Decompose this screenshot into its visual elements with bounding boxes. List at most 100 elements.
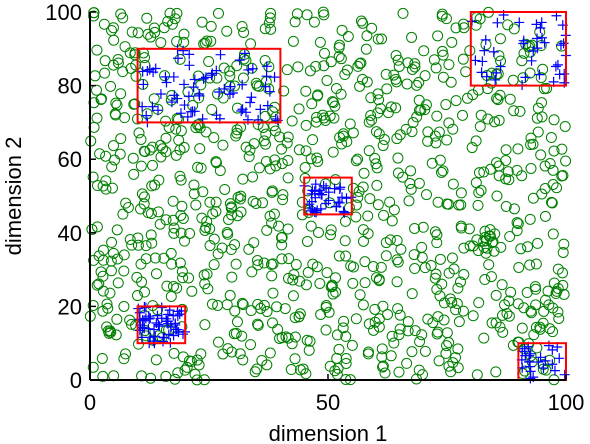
data-point (91, 221, 103, 233)
data-point (212, 299, 224, 311)
data-point (224, 289, 236, 301)
data-point (237, 79, 248, 90)
data-point (139, 146, 151, 158)
data-point (204, 223, 216, 235)
data-point (382, 107, 394, 119)
data-point (276, 158, 288, 170)
data-point (238, 53, 250, 65)
data-point (285, 364, 297, 376)
data-point (453, 316, 465, 328)
data-point (508, 105, 520, 117)
data-point (175, 108, 186, 119)
data-point (324, 110, 336, 122)
data-point (137, 101, 148, 112)
data-point (537, 317, 549, 329)
data-point (88, 10, 100, 22)
data-point (530, 299, 542, 311)
data-point (366, 22, 378, 34)
data-point (122, 202, 134, 214)
data-point (312, 155, 324, 167)
data-point (315, 308, 327, 320)
data-point (86, 223, 98, 235)
data-point (318, 180, 329, 191)
data-point (558, 238, 570, 250)
data-point (408, 249, 420, 261)
data-point (556, 143, 568, 155)
data-point (419, 262, 431, 274)
data-point (559, 369, 570, 380)
data-point (536, 32, 547, 43)
data-point (401, 357, 413, 369)
data-point (357, 224, 369, 236)
data-point (496, 279, 508, 291)
data-point (171, 7, 183, 19)
data-point (138, 52, 150, 64)
data-point (432, 30, 444, 42)
data-point (392, 303, 404, 315)
data-point (554, 69, 565, 80)
data-point (118, 249, 130, 261)
data-point (161, 77, 172, 88)
data-point (226, 346, 238, 358)
data-point (335, 182, 346, 193)
data-point (200, 72, 211, 83)
data-point (266, 185, 278, 197)
data-point (388, 204, 400, 216)
data-point (150, 331, 161, 342)
data-point (314, 277, 326, 289)
data-point (551, 182, 563, 194)
data-point (302, 266, 314, 278)
data-point (172, 113, 184, 125)
data-point (183, 91, 194, 102)
data-point (488, 46, 499, 57)
data-point (144, 144, 156, 156)
data-point (479, 225, 491, 237)
data-point (557, 267, 569, 279)
data-point (334, 131, 346, 143)
data-point (430, 137, 442, 149)
data-point (109, 154, 121, 166)
data-point (548, 145, 560, 157)
data-point (466, 16, 477, 27)
data-point (500, 144, 512, 156)
data-point (331, 201, 342, 212)
data-point (155, 88, 166, 99)
data-point (224, 198, 236, 210)
data-point (415, 104, 427, 116)
data-point (447, 178, 459, 190)
data-point (368, 324, 380, 336)
data-point (511, 164, 523, 176)
data-point (416, 329, 428, 341)
data-point (252, 259, 264, 271)
data-point (418, 45, 430, 57)
data-point (539, 210, 551, 222)
data-point (491, 157, 503, 169)
data-point (287, 35, 299, 47)
data-point (525, 132, 537, 144)
data-point (451, 298, 463, 310)
data-point (432, 196, 444, 208)
data-point (160, 115, 172, 127)
data-point (287, 274, 299, 286)
data-point (490, 289, 502, 301)
data-point (350, 155, 362, 167)
data-point (372, 199, 384, 211)
data-point (124, 233, 136, 245)
data-point (100, 183, 112, 195)
data-point (305, 220, 317, 232)
data-point (130, 59, 142, 71)
data-point (539, 183, 551, 195)
data-point (197, 186, 209, 198)
data-point (479, 274, 491, 286)
data-point (252, 318, 264, 330)
data-point (406, 126, 418, 138)
data-point (303, 344, 315, 356)
data-point (525, 348, 536, 359)
data-point (139, 286, 151, 298)
data-point (175, 125, 187, 137)
data-point (494, 33, 506, 45)
series-4 (133, 301, 191, 349)
data-point (237, 104, 248, 115)
data-point (281, 64, 293, 76)
data-point (438, 314, 450, 326)
